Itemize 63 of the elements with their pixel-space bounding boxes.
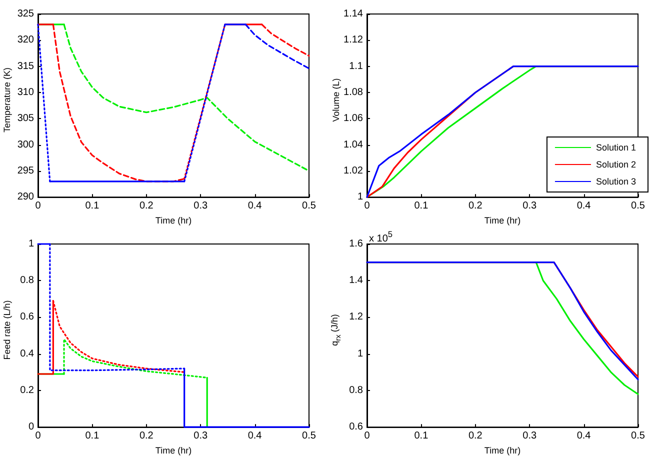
y-axis-title: Temperature (K) xyxy=(2,67,12,133)
x-tick-label: 0.3 xyxy=(522,430,537,442)
x-tick-label: 0.2 xyxy=(139,200,154,212)
y-tick-label: 1 xyxy=(357,192,364,203)
x-tick-label: 0.1 xyxy=(414,430,429,442)
y-tick-label: 1.02 xyxy=(344,165,364,176)
y-tick-label: 1.14 xyxy=(344,8,364,20)
y-tick-label: 0.8 xyxy=(349,384,364,396)
x-tick-label: 0.2 xyxy=(468,430,483,442)
x-tick-label: 0 xyxy=(364,430,370,442)
legend-label: Solution 1 xyxy=(596,142,636,152)
y-tick-label: 310 xyxy=(17,86,34,98)
x-tick-label: 0.1 xyxy=(85,200,100,212)
y-tick-label: 315 xyxy=(17,60,34,72)
x-tick-label: 0.5 xyxy=(631,200,646,212)
y-tick-label: 1 xyxy=(28,238,34,250)
y-tick-label: 320 xyxy=(17,34,34,46)
x-tick-label: 0.3 xyxy=(522,200,537,212)
y-tick-label: 0.4 xyxy=(20,348,34,360)
x-tick-label: 0.3 xyxy=(194,200,208,212)
x-tick-label: 0 xyxy=(364,200,370,212)
y-tick-label: 295 xyxy=(17,165,34,176)
y-tick-label: 1.4 xyxy=(349,275,364,286)
y-tick-label: 325 xyxy=(17,8,34,20)
x-tick-label: 0.2 xyxy=(139,430,154,442)
y-tick-label: 0 xyxy=(28,422,34,433)
x-tick-label: 0.5 xyxy=(302,200,316,212)
x-tick-label: 0.4 xyxy=(576,430,592,442)
x-tick-label: 0 xyxy=(35,430,42,442)
y-tick-label: 1.6 xyxy=(349,238,364,250)
y-tick-label: 0.6 xyxy=(349,422,364,433)
y-axis-title: Volume (L) xyxy=(331,78,341,122)
y-tick-label: 290 xyxy=(17,192,34,203)
x-tick-label: 0.1 xyxy=(85,430,100,442)
y-tick-label: 0.6 xyxy=(20,312,34,323)
legend-label: Solution 2 xyxy=(596,160,636,170)
x-axis-title: Time (hr) xyxy=(155,216,192,226)
x-axis-title: Time (hr) xyxy=(484,446,521,456)
y-axis-title: Feed rate (L/h) xyxy=(2,300,12,360)
annotation: x 10$^{5}$ xyxy=(369,229,393,244)
x-tick-label: 0.2 xyxy=(468,200,483,212)
y-tick-label: 300 xyxy=(17,139,34,150)
y-tick-label: 0.8 xyxy=(20,275,34,286)
x-tick-label: 0.5 xyxy=(302,430,316,442)
y-tick-label: 1.06 xyxy=(344,113,364,124)
y-tick-label: 305 xyxy=(17,113,34,124)
x-tick-label: 0.4 xyxy=(248,200,262,212)
y-tick-label: 1.08 xyxy=(344,86,364,98)
x-tick-label: 0.1 xyxy=(414,200,429,212)
x-axis-title: Time (hr) xyxy=(484,216,521,226)
y-tick-label: 1.2 xyxy=(349,312,364,323)
y-tick-label: 1.04 xyxy=(344,139,364,150)
y-tick-label: 1.1 xyxy=(349,60,364,72)
x-tick-label: 0 xyxy=(35,200,42,212)
x-tick-label: 0.3 xyxy=(194,430,208,442)
y-tick-label: 1 xyxy=(357,348,364,360)
x-axis-title: Time (hr) xyxy=(155,446,192,456)
y-tick-label: 0.2 xyxy=(20,384,34,396)
x-tick-label: 0.4 xyxy=(248,430,262,442)
x-tick-label: 0.4 xyxy=(576,200,592,212)
y-tick-label: 1.12 xyxy=(344,34,364,46)
x-tick-label: 0.5 xyxy=(631,430,646,442)
legend-label: Solution 3 xyxy=(596,176,636,186)
